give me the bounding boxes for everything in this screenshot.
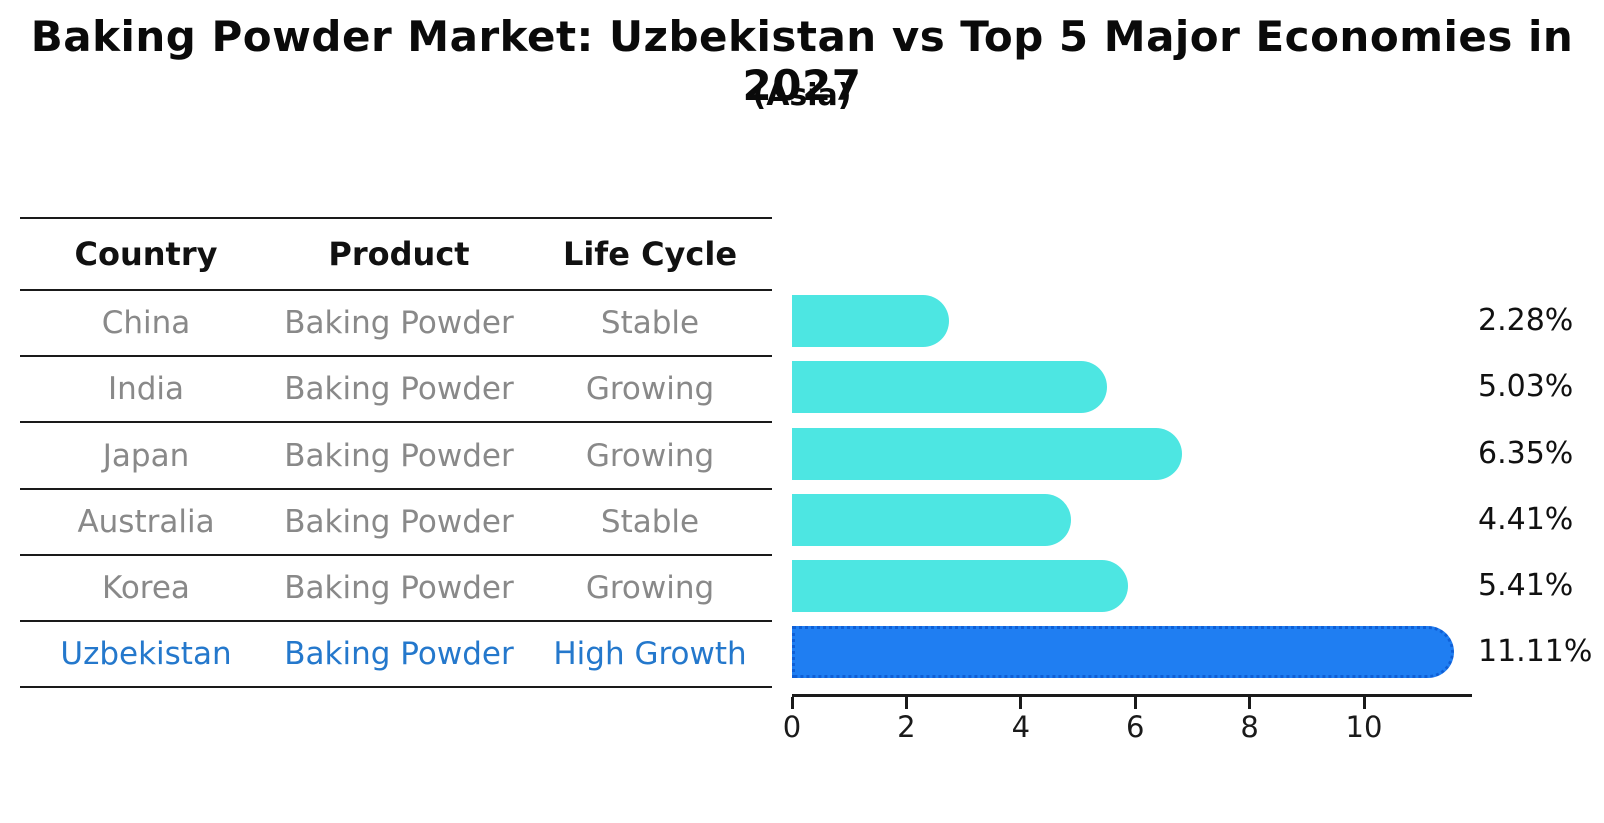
chart-subtitle: (Asia) xyxy=(752,78,852,113)
chart-title: Baking Powder Market: Uzbekistan vs Top … xyxy=(30,12,1574,110)
x-axis-tick xyxy=(1019,697,1023,709)
cell-life-cycle: Stable xyxy=(600,305,700,342)
table-rule xyxy=(20,217,772,219)
x-axis-tick xyxy=(1133,697,1137,709)
x-axis-tick xyxy=(1248,697,1252,709)
x-axis-tick-label: 10 xyxy=(1345,710,1383,744)
bar-value-label: 6.35% xyxy=(1478,435,1574,471)
cell-product: Baking Powder xyxy=(284,636,514,673)
table-header-country: Country xyxy=(74,235,218,273)
bar-japan xyxy=(792,427,1183,480)
cell-product: Baking Powder xyxy=(284,569,514,606)
x-axis-tick-label: 0 xyxy=(782,710,802,744)
bar-value-label: 5.41% xyxy=(1478,567,1574,603)
bar-value-label: 4.41% xyxy=(1478,501,1574,537)
table-rule xyxy=(20,355,772,358)
cell-life-cycle: Growing xyxy=(585,569,715,606)
table-rule xyxy=(20,553,772,556)
cell-life-cycle: Growing xyxy=(585,437,715,474)
bar-value-label: 2.28% xyxy=(1478,303,1574,339)
table-rule xyxy=(20,686,772,689)
x-axis-tick-label: 6 xyxy=(1125,710,1145,744)
bar-value-label: 5.03% xyxy=(1478,369,1574,405)
cell-country: Korea xyxy=(102,569,190,606)
cell-country: Australia xyxy=(77,503,215,540)
x-axis xyxy=(792,694,1472,697)
x-axis-tick xyxy=(904,697,908,709)
cell-country: China xyxy=(101,305,191,342)
table-rule xyxy=(20,620,772,622)
x-axis-tick-label: 2 xyxy=(897,710,916,744)
bar-india xyxy=(792,361,1107,414)
table-header-product: Product xyxy=(328,235,470,273)
x-axis-tick-label: 4 xyxy=(1011,710,1031,744)
cell-product: Baking Powder xyxy=(284,305,514,342)
x-axis-tick xyxy=(790,697,794,709)
cell-country: Japan xyxy=(102,437,190,474)
table-rule xyxy=(20,487,772,490)
cell-product: Baking Powder xyxy=(284,371,514,408)
cell-life-cycle: High Growth xyxy=(553,636,747,673)
bar-china xyxy=(792,295,950,348)
x-axis-tick xyxy=(1362,697,1366,709)
table-header-life-cycle: Life Cycle xyxy=(562,235,738,273)
cell-life-cycle: Stable xyxy=(600,503,700,540)
cell-product: Baking Powder xyxy=(284,503,514,540)
bar-value-label: 11.11% xyxy=(1478,634,1593,670)
bar-uzbekistan xyxy=(792,626,1455,679)
cell-life-cycle: Growing xyxy=(585,371,715,408)
cell-country: Uzbekistan xyxy=(60,636,232,673)
x-axis-tick-label: 8 xyxy=(1240,710,1259,744)
bar-korea xyxy=(792,559,1129,612)
cell-product: Baking Powder xyxy=(284,437,514,474)
cell-country: India xyxy=(107,371,185,408)
table-rule xyxy=(20,289,772,291)
table-rule xyxy=(20,421,772,424)
bar-australia xyxy=(792,493,1072,546)
